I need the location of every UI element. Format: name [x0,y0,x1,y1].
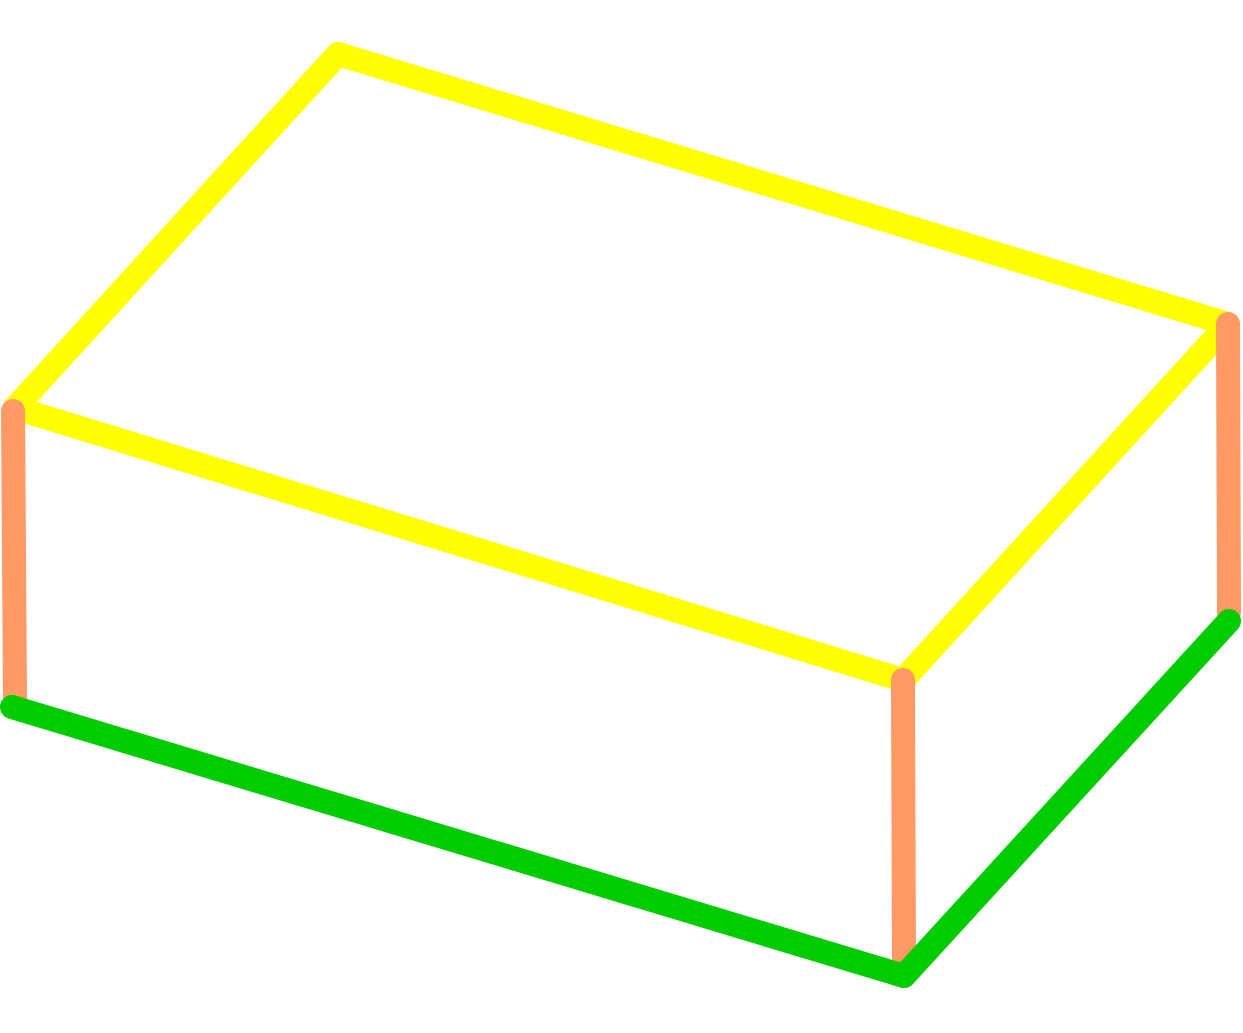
top-edge-back-left [3,42,350,420]
bottom-edge-right [892,609,1241,988]
bottom-edge-left [0,695,916,988]
bottom-edges [0,609,1241,988]
vertical-edge-left [1,399,27,712]
top-edge-front-left [3,396,915,692]
vertical-edges [1,312,1241,977]
top-edge-back-right [326,42,1240,336]
top-face-edges [3,42,1240,692]
vertical-edge-front [891,668,916,977]
top-edge-front-right [891,312,1240,692]
vertical-edge-right [1216,312,1241,624]
